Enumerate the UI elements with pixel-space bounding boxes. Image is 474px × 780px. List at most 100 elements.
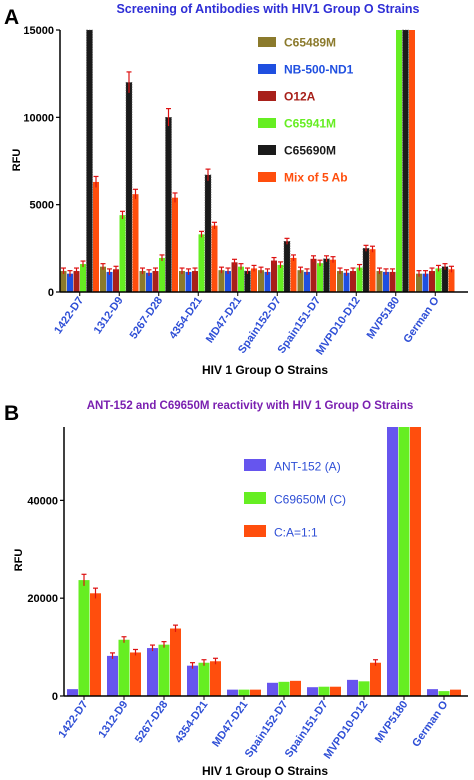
bar — [210, 661, 221, 696]
bar — [396, 30, 402, 292]
x-axis-label: HIV 1 Group O Strains — [202, 764, 328, 778]
bar — [350, 271, 356, 292]
bar — [172, 197, 178, 292]
legend-swatch — [258, 118, 276, 128]
bar — [192, 271, 198, 292]
x-tick-label: 1422-D7 — [52, 295, 86, 336]
bar — [389, 271, 396, 292]
bar — [358, 681, 370, 696]
bar — [225, 271, 231, 292]
legend-label: C69650M (C) — [274, 493, 346, 507]
bar — [73, 271, 80, 292]
bar — [158, 644, 170, 696]
bar — [218, 270, 225, 292]
bar — [125, 82, 133, 293]
x-tick-label: 5267-D28 — [128, 295, 166, 341]
bar — [438, 691, 450, 696]
bar — [441, 266, 449, 293]
bar — [238, 689, 250, 696]
bar — [244, 270, 251, 293]
bar — [323, 258, 330, 293]
bar — [450, 689, 461, 696]
bar — [78, 580, 90, 696]
bar — [90, 593, 101, 696]
bar — [290, 257, 297, 292]
x-tick-label: German O — [401, 294, 442, 345]
x-tick-label: 1422-D7 — [56, 699, 90, 740]
bar — [118, 639, 130, 696]
bar — [330, 259, 336, 292]
legend-swatch — [258, 64, 276, 74]
x-tick-label: MVPD10-D12 — [322, 699, 371, 761]
bar — [152, 271, 159, 292]
bar — [376, 271, 383, 292]
x-tick-label: 1312-D9 — [92, 295, 126, 336]
y-tick-label: 0 — [48, 287, 54, 299]
bar — [147, 648, 158, 696]
y-tick-label: 10000 — [23, 112, 54, 124]
bar — [119, 215, 126, 292]
bar — [307, 687, 318, 696]
bar — [211, 225, 218, 292]
legend-label: C65690M — [284, 144, 336, 158]
legend-label: ANT-152 (A) — [274, 460, 341, 474]
bar — [251, 268, 257, 292]
x-tick-label: 5267-D28 — [133, 699, 171, 745]
x-tick-label: MD47-D21 — [210, 699, 250, 749]
y-axis-label: RFU — [13, 549, 25, 572]
panel-label: A — [4, 6, 19, 29]
bar — [67, 273, 73, 292]
bar — [304, 271, 310, 292]
bar — [297, 270, 304, 292]
bar — [409, 30, 415, 292]
legend-swatch — [258, 91, 276, 101]
bar — [370, 662, 381, 696]
y-tick-label: 40000 — [27, 495, 58, 507]
bar — [343, 272, 350, 292]
bar — [369, 249, 376, 292]
bar — [187, 665, 198, 696]
bar — [113, 269, 119, 292]
bar — [318, 686, 330, 696]
chart-title: ANT-152 and C69650M reactivity with HIV … — [87, 400, 414, 412]
bar — [387, 427, 398, 696]
x-tick-label: MVP5180 — [365, 295, 403, 341]
bar — [310, 258, 317, 292]
bar — [139, 271, 146, 292]
bar — [250, 689, 261, 696]
bar — [159, 257, 165, 292]
legend-swatch — [244, 459, 266, 471]
bar — [283, 241, 291, 293]
bar — [106, 271, 113, 292]
y-tick-label: 5000 — [30, 200, 54, 212]
bar — [67, 689, 78, 696]
bar — [271, 260, 277, 292]
y-tick-label: 15000 — [23, 25, 54, 37]
legend-label: C65489M — [284, 36, 336, 50]
bar — [185, 271, 192, 292]
bar — [165, 117, 172, 293]
x-tick-label: 1312-D9 — [96, 699, 130, 740]
bar — [383, 271, 389, 292]
bar — [100, 266, 106, 292]
bar — [429, 271, 435, 292]
bar — [179, 271, 185, 292]
bar — [278, 681, 290, 696]
bar — [258, 270, 264, 292]
bar — [204, 174, 212, 293]
bar — [264, 271, 271, 292]
legend-label: NB-500-ND1 — [284, 63, 354, 77]
legend-label: C65941M — [284, 117, 336, 131]
bar — [132, 194, 139, 292]
legend-label: O12A — [284, 90, 316, 104]
y-tick-label: 0 — [52, 691, 58, 703]
legend-swatch — [258, 37, 276, 47]
x-tick-label: German O — [410, 698, 451, 749]
bar — [130, 652, 141, 696]
x-axis-label: HIV 1 Group O Strains — [202, 363, 328, 377]
bar — [170, 628, 181, 696]
bar — [277, 264, 284, 292]
bar — [238, 266, 244, 292]
x-tick-label: 4354-D21 — [173, 699, 211, 745]
